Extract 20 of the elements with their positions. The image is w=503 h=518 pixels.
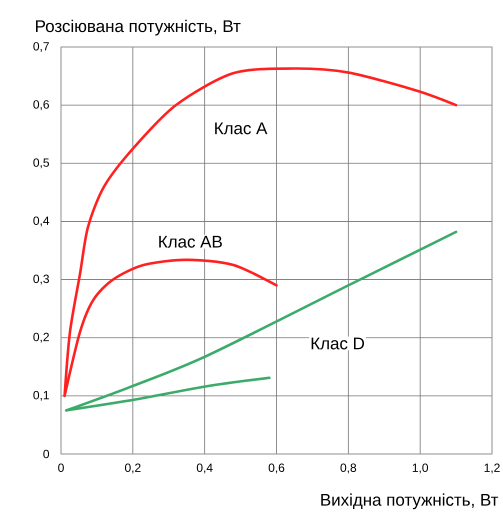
x-tick-label: 0,8: [340, 464, 356, 474]
y-tick-label: 0,7: [33, 42, 49, 52]
x-axis-title: Вихідна потужність, Вт: [321, 493, 498, 510]
x-tick-label: 1,2: [484, 464, 500, 474]
y-tick-label: 0,6: [33, 100, 49, 110]
y-tick-label: 0,1: [33, 390, 49, 401]
y-axis-title: Розсіювана потужність, Вт: [36, 20, 241, 36]
series-label: Клас D: [312, 338, 364, 350]
y-tick-label: 0: [43, 450, 50, 458]
y-tick-label: 0,5: [33, 158, 49, 168]
x-tick-label: 0: [58, 464, 64, 472]
x-tick-label: 0,6: [268, 464, 284, 474]
y-tick-label: 0,2: [33, 332, 49, 343]
y-tick-label: 0,3: [33, 274, 49, 285]
x-tick-label: 1,0: [412, 464, 428, 474]
series-label: Клас AB: [159, 236, 222, 248]
x-tick-label: 0,4: [196, 464, 213, 474]
x-tick-label: 0,2: [124, 464, 141, 474]
y-tick-label: 0,4: [33, 216, 50, 226]
text: Клас A: [215, 122, 268, 134]
